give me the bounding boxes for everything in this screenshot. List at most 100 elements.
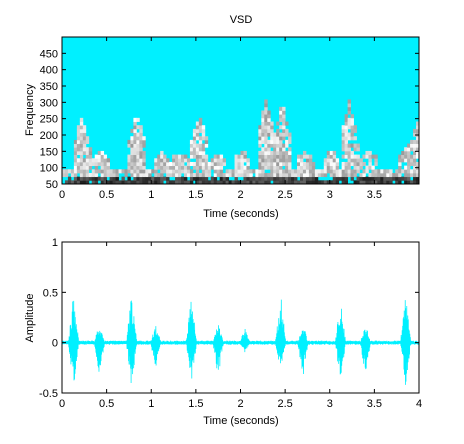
spectrogram-cell xyxy=(368,150,372,155)
spectrogram-y-tick-label: 150 xyxy=(40,146,58,158)
spectrogram-cell xyxy=(166,172,170,178)
spectrogram-cell xyxy=(216,158,221,163)
spectrogram-y-tick-label: 100 xyxy=(40,163,58,175)
spectrogram-cell xyxy=(181,161,185,167)
spectrogram-cell xyxy=(195,121,200,126)
spectrogram-cell xyxy=(276,150,280,155)
spectrogram-cell xyxy=(157,172,161,178)
spectrogram-cell xyxy=(189,139,194,144)
spectrogram-cell xyxy=(347,121,351,126)
spectrogram-cell xyxy=(267,154,271,159)
spectrogram-cell xyxy=(389,169,393,174)
spectrogram-cell xyxy=(300,180,304,185)
spectrogram-cell xyxy=(344,161,348,167)
spectrogram-cell xyxy=(297,158,301,163)
spectrogram-cell xyxy=(79,128,84,133)
spectrogram-cell xyxy=(264,165,268,170)
spectrogram-cell xyxy=(237,161,241,167)
spectrogram-cell xyxy=(401,158,405,163)
spectrogram-cell xyxy=(76,139,81,144)
spectrogram-cell xyxy=(282,180,286,185)
spectrogram-cell xyxy=(264,132,268,137)
spectrogram-cell xyxy=(219,165,224,170)
spectrogram-cell xyxy=(210,165,215,170)
spectrogram-cell xyxy=(85,180,90,185)
spectrogram-cell xyxy=(350,121,354,126)
spectrogram-cell xyxy=(288,154,292,159)
spectrogram-cell xyxy=(368,165,372,170)
spectrogram-cell xyxy=(335,169,340,174)
spectrogram-cell xyxy=(374,176,378,181)
spectrogram-cell xyxy=(294,172,298,178)
spectrogram-cell xyxy=(362,154,366,159)
spectrogram-cell xyxy=(267,132,271,137)
spectrogram-cell xyxy=(133,132,137,137)
spectrogram-cell xyxy=(73,143,78,148)
spectrogram-cell xyxy=(198,147,203,152)
spectrogram-cell xyxy=(76,143,81,148)
spectrogram-cell xyxy=(234,154,238,159)
spectrogram-cell xyxy=(151,176,155,181)
spectrogram-cell xyxy=(416,125,420,130)
spectrogram-cell xyxy=(183,165,188,170)
spectrogram-cell xyxy=(225,172,229,178)
spectrogram-cell xyxy=(219,158,224,163)
spectrogram-cell xyxy=(127,169,131,174)
spectrogram-cell xyxy=(273,154,277,159)
spectrogram-cell xyxy=(413,172,417,178)
spectrogram-cell xyxy=(329,150,334,155)
spectrogram-cell xyxy=(356,158,360,163)
spectrogram-cell xyxy=(139,150,143,155)
spectrogram-cell xyxy=(103,161,108,167)
spectrogram-cell xyxy=(258,143,262,148)
spectrogram-cell xyxy=(192,132,197,137)
spectrogram-cell xyxy=(252,180,256,185)
spectrogram-cell xyxy=(416,169,420,174)
spectrogram-cell xyxy=(410,161,414,167)
spectrogram-cell xyxy=(356,180,360,185)
spectrogram-cell xyxy=(91,180,96,185)
spectrogram-cell xyxy=(133,150,137,155)
spectrogram-cell xyxy=(383,176,387,181)
spectrogram-cell xyxy=(332,176,337,181)
spectrogram-cell xyxy=(344,150,348,155)
spectrogram-cell xyxy=(282,136,286,141)
spectrogram-cell xyxy=(279,161,283,167)
spectrogram-cell xyxy=(130,128,134,133)
spectrogram-cell xyxy=(139,165,143,170)
spectrogram-cell xyxy=(294,176,298,181)
spectrogram-cell xyxy=(198,117,203,122)
spectrogram-cell xyxy=(282,128,286,133)
spectrogram-cell xyxy=(314,180,319,185)
spectrogram-cell xyxy=(416,180,420,185)
spectrogram-cell xyxy=(186,165,191,170)
spectrogram-cell xyxy=(302,154,307,159)
spectrogram-cell xyxy=(347,110,351,115)
spectrogram-cell xyxy=(67,169,72,174)
spectrogram-cell xyxy=(413,180,417,185)
spectrogram-cell xyxy=(323,158,328,163)
spectrogram-cell xyxy=(139,161,143,167)
spectrogram-cell xyxy=(124,180,128,185)
spectrogram-cell xyxy=(142,161,146,167)
spectrogram-cell xyxy=(282,176,286,181)
spectrogram-cell xyxy=(130,169,134,174)
spectrogram-cell xyxy=(198,180,203,185)
spectrogram-cell xyxy=(85,154,90,159)
spectrogram-cell xyxy=(329,154,334,159)
spectrogram-cell xyxy=(353,165,357,170)
spectrogram-x-axis-label: Time (seconds) xyxy=(203,208,278,220)
spectrogram-cell xyxy=(121,176,125,181)
spectrogram-cell xyxy=(160,161,164,167)
spectrogram-cell xyxy=(103,172,108,178)
spectrogram-cell xyxy=(353,158,357,163)
spectrogram-cell xyxy=(130,136,134,141)
spectrogram-cell xyxy=(213,158,218,163)
spectrogram-cell xyxy=(335,180,340,185)
spectrogram-cell xyxy=(189,176,194,181)
spectrogram-cell xyxy=(410,154,414,159)
spectrogram-cell xyxy=(398,154,402,159)
spectrogram-cell xyxy=(157,176,161,181)
spectrogram-cell xyxy=(88,176,93,181)
spectrogram-cell xyxy=(344,176,348,181)
